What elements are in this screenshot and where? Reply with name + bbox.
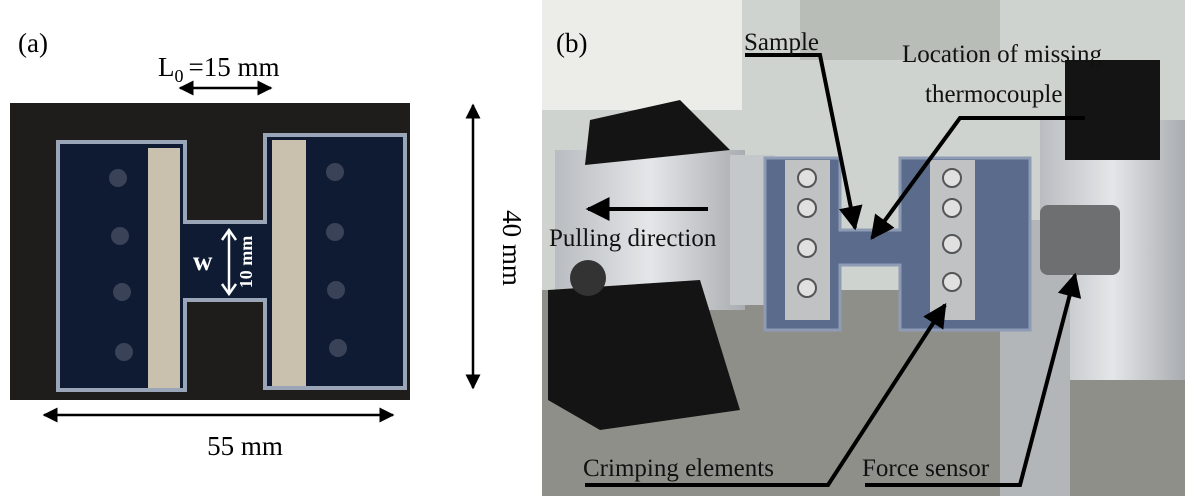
subscript: 0 [175, 66, 184, 86]
annotation: Force sensor [862, 455, 990, 482]
annotation: Crimping elements [583, 455, 774, 482]
panel-label: (b) [556, 28, 587, 58]
width-label: 10 mm [236, 236, 256, 289]
symbol: L [158, 52, 175, 82]
force-sensor [1040, 205, 1120, 275]
annotation: Sample [744, 29, 819, 56]
value: =15 mm [189, 52, 280, 82]
hole [570, 260, 606, 296]
annotation: Location of missing [902, 41, 1102, 68]
adhesive-stripe [148, 148, 180, 388]
panel-label: (a) [18, 28, 48, 58]
panel-b: (b) Sample Location of missing thermocou… [542, 0, 1185, 496]
gauge-length-label: L0=15 mm [158, 52, 279, 86]
adhesive-stripe [272, 140, 306, 386]
tape [1065, 60, 1160, 160]
figure: (a) L0=15 mm w 10 mm 40 mm 55 mm (b) [0, 0, 1185, 496]
page: {"panel_a":{"label":"(a)","gauge_length"… [0, 0, 1185, 496]
panel-a: (a) L0=15 mm w 10 mm 40 mm 55 mm [10, 28, 527, 461]
annotation: thermocouple [925, 81, 1062, 108]
width-symbol: w [193, 246, 213, 276]
height-label: 40 mm [497, 210, 527, 286]
annotation: Pulling direction [549, 225, 717, 252]
length-label: 55 mm [207, 431, 283, 461]
